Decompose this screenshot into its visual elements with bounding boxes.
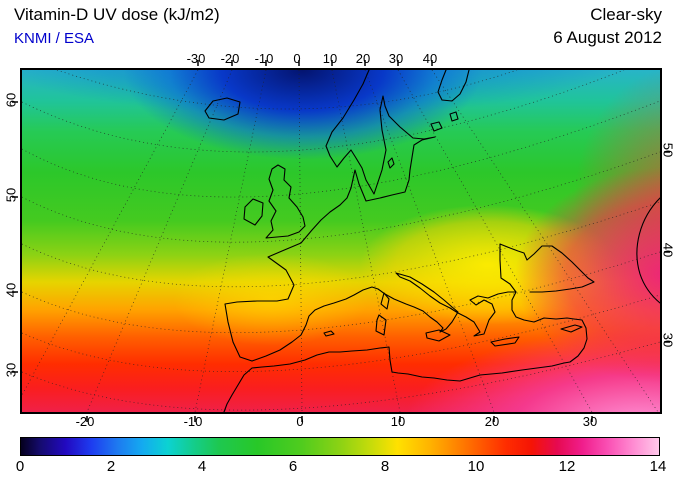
colorbar-tick-label: 8	[380, 458, 390, 475]
colorbar-tick-label: 12	[558, 458, 576, 475]
lon-label-bottom: -10	[183, 414, 203, 429]
coastline-aegean-levant-africa	[223, 291, 588, 413]
coastlines	[204, 69, 661, 413]
uv-dose-field	[22, 70, 660, 412]
axis-ticks	[12, 60, 670, 422]
colorbar-tick-label: 4	[197, 458, 207, 475]
lon-label-bottom: -20	[75, 414, 95, 429]
coastline-mediterranean-blacksea	[251, 243, 595, 362]
colorbar-tick-label: 10	[467, 458, 485, 475]
coastline-sicily	[425, 329, 451, 342]
coastline-gotland	[387, 157, 395, 169]
colorbar-tick-label: 6	[288, 458, 298, 475]
coastline-cyprus	[560, 324, 583, 333]
lon-label-bottom: 20	[484, 414, 500, 429]
lon-label-top: 0	[293, 51, 301, 66]
coastline-white-sea	[437, 69, 470, 102]
lat-label-right: 50	[660, 142, 676, 158]
coastline-britain	[265, 164, 306, 239]
map-overlay	[12, 60, 670, 422]
lon-label-top: 30	[388, 51, 404, 66]
lon-label-top: 20	[355, 51, 371, 66]
coastline-ireland	[243, 198, 264, 226]
coastline-sardinia	[375, 314, 387, 336]
colorbar-tick-label: 0	[15, 458, 25, 475]
sky-condition: Clear-sky	[590, 5, 662, 24]
lon-label-top: -30	[186, 51, 206, 66]
graticule	[21, 69, 661, 413]
coastline-atlantic-baltic-norway	[224, 69, 436, 362]
lon-label-top: -10	[254, 51, 274, 66]
coastline-iceland	[204, 97, 241, 121]
lon-label-bottom: 10	[390, 414, 406, 429]
lake-onega	[449, 111, 459, 122]
lon-label-top: 10	[322, 51, 338, 66]
lon-label-top: -20	[220, 51, 240, 66]
lat-label-left: 40	[3, 282, 19, 298]
lat-label-left: 50	[3, 187, 19, 203]
colorbar-tick-label: 2	[106, 458, 116, 475]
lon-label-bottom: 30	[582, 414, 598, 429]
colorbar-tick-label: 14	[649, 458, 667, 475]
coastline-crete	[490, 336, 520, 347]
lat-label-left: 30	[3, 362, 19, 378]
lon-label-top: 40	[422, 51, 438, 66]
map-title: Vitamin-D UV dose (kJ/m2)	[14, 5, 220, 24]
map-date: 6 August 2012	[553, 28, 662, 47]
lon-label-bottom: 0	[296, 414, 304, 429]
lat-label-left: 60	[3, 92, 19, 108]
lake-ladoga	[430, 121, 443, 132]
europe-map	[12, 60, 670, 422]
coastline-corsica	[380, 292, 390, 310]
coastline-majorca	[323, 330, 335, 337]
colorbar-gradient	[20, 437, 660, 456]
lat-label-right: 30	[660, 332, 676, 348]
data-source: KNMI / ESA	[14, 30, 95, 47]
lat-label-right: 40	[660, 242, 676, 258]
coastline-caspian	[636, 197, 661, 304]
